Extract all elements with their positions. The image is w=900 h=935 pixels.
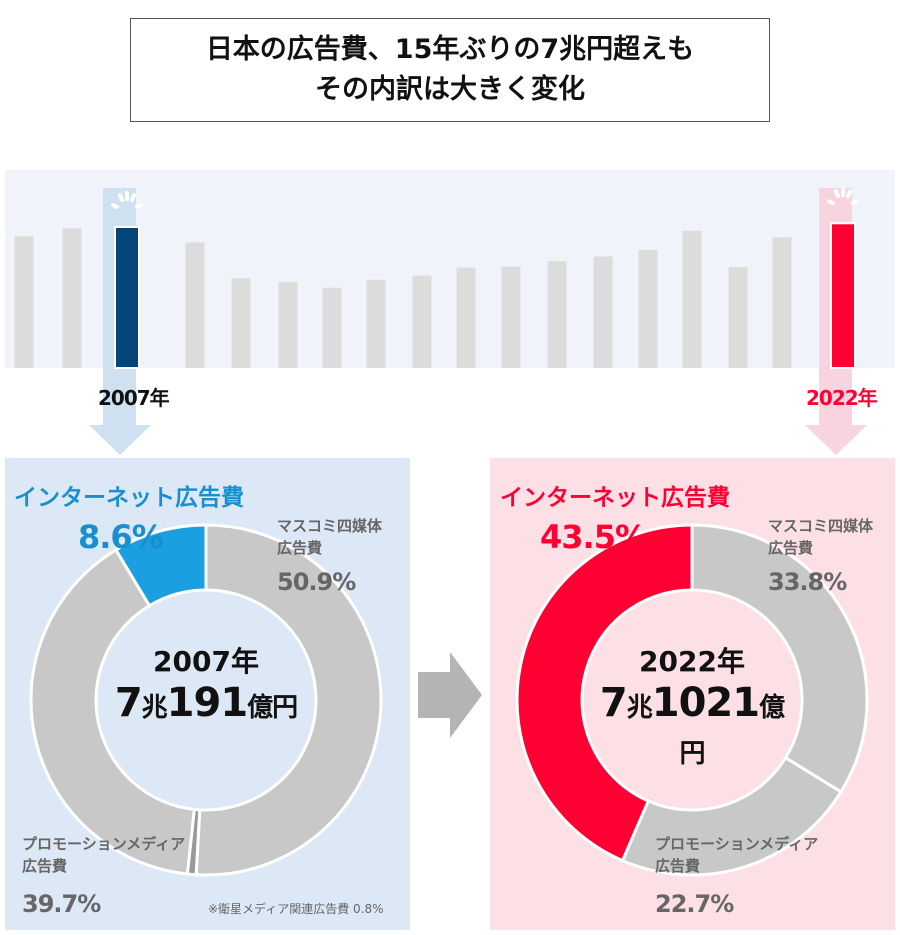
bar-2006 bbox=[62, 228, 82, 368]
label-2007: 2007年 bbox=[98, 386, 170, 410]
bar-2011 bbox=[322, 287, 342, 368]
bar-2018 bbox=[638, 249, 658, 368]
bar-2007 bbox=[114, 226, 140, 369]
sparkle-icon bbox=[827, 187, 859, 206]
headline-box: 日本の広告費、15年ぶりの7兆円超えも その内訳は大きく変化 bbox=[130, 18, 770, 122]
promo-pct-2007: 39.7% bbox=[22, 890, 101, 918]
bar-2014 bbox=[456, 267, 476, 368]
bar-2008 bbox=[185, 242, 205, 368]
bar-2019 bbox=[682, 230, 702, 368]
bar-2005 bbox=[14, 236, 34, 368]
donut-2022-slice-2 bbox=[515, 523, 694, 863]
bar-2016 bbox=[547, 261, 567, 368]
bar-2020 bbox=[728, 267, 748, 368]
donut-2007-slice-0 bbox=[194, 523, 383, 877]
internet-label-2007: インターネット広告費 bbox=[14, 485, 244, 511]
headline-line2: その内訳は大きく変化 bbox=[315, 74, 585, 105]
mass-label-2007: マスコミ四媒体 広告費 bbox=[277, 517, 383, 557]
mass-label-2022: マスコミ四媒体 広告費 bbox=[768, 517, 874, 557]
mass-pct-2022: 33.8% bbox=[768, 568, 847, 596]
bar-2012 bbox=[366, 279, 386, 368]
total-2022: 2022年 7兆1021億円 bbox=[599, 645, 785, 769]
internet-pct-2022: 43.5% bbox=[540, 518, 647, 556]
promo-label-2007: プロモーションメディア 広告費 bbox=[22, 835, 186, 875]
donut-2007-slice-3 bbox=[113, 523, 208, 608]
label-2022: 2022年 bbox=[806, 386, 878, 410]
internet-pct-2007: 8.6% bbox=[78, 518, 164, 556]
bar-2010 bbox=[278, 282, 298, 368]
promo-label-2022: プロモーションメディア 広告費 bbox=[655, 835, 819, 875]
promo-pct-2022: 22.7% bbox=[655, 890, 734, 918]
bar-2013 bbox=[412, 275, 432, 368]
sparkle-icon bbox=[111, 191, 143, 209]
headline-line1: 日本の広告費、15年ぶりの7兆円超えも bbox=[205, 34, 695, 65]
donut-2007-slice-2 bbox=[29, 547, 196, 876]
bar-2021 bbox=[772, 237, 792, 368]
mass-pct-2007: 50.9% bbox=[277, 568, 356, 596]
bar-2022 bbox=[830, 222, 856, 369]
bar-2009 bbox=[231, 278, 251, 368]
total-2007: 2007年 7兆191億円 bbox=[114, 645, 298, 726]
internet-label-2022: インターネット広告費 bbox=[500, 485, 730, 511]
bar-chart bbox=[14, 187, 867, 455]
arrow-right-icon bbox=[418, 652, 482, 738]
satellite-note: ※衛星メディア関連広告費 0.8% bbox=[208, 902, 384, 916]
donut-2022-slice-1 bbox=[620, 755, 843, 877]
bar-2015 bbox=[501, 266, 521, 368]
donut-2022-slice-0 bbox=[690, 523, 869, 794]
bar-2017 bbox=[593, 256, 613, 368]
